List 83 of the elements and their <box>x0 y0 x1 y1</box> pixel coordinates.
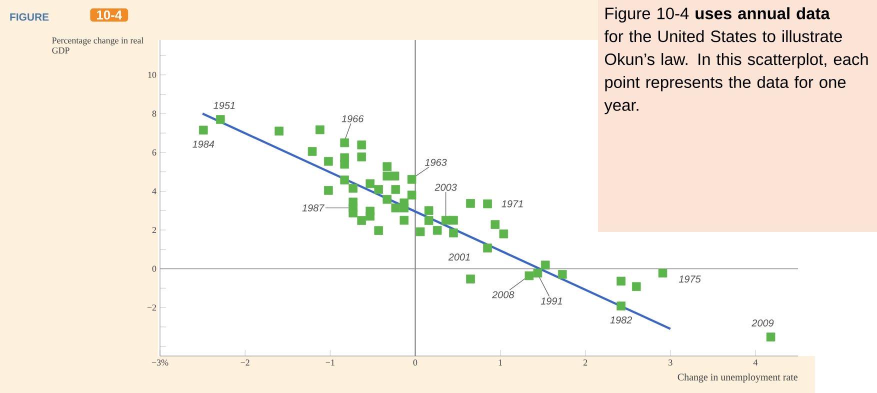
annotation: 1971 <box>502 200 523 208</box>
point <box>766 332 776 342</box>
x-axis-title: Change in unemployment rate <box>678 373 798 383</box>
point <box>407 190 416 200</box>
point <box>533 268 542 278</box>
point <box>524 271 534 280</box>
point <box>390 172 400 180</box>
point <box>324 186 333 195</box>
annotation: 1987 <box>302 204 324 212</box>
y-tick-label: 8 <box>152 110 156 117</box>
x-tick-label: −2 <box>240 360 250 366</box>
point <box>466 199 475 208</box>
point <box>432 226 442 235</box>
point <box>340 138 349 148</box>
point <box>382 194 392 204</box>
point <box>400 216 409 225</box>
y-tick-label: 6 <box>152 149 156 156</box>
y-tick-label: 10 <box>148 72 156 78</box>
annotation: 1991 <box>540 298 562 305</box>
x-tick-label: 4 <box>753 360 758 366</box>
annotation: 1975 <box>678 276 701 283</box>
text: FIGURE <box>10 13 49 21</box>
point <box>308 147 317 156</box>
y-tick-label: 2 <box>152 227 156 233</box>
annotation: 2009 <box>752 319 774 327</box>
x-tick-label: 3 <box>668 360 672 366</box>
annotation: 1963 <box>424 158 447 166</box>
annotation: 1982 <box>610 316 632 324</box>
annotation: Figure 10-4 uses annual data for the United States to illustrate Okun’s law. In this scatterplot, each point represents the data for one year. <box>604 7 868 114</box>
point <box>274 126 284 136</box>
point <box>198 126 208 135</box>
point <box>540 260 550 270</box>
point <box>216 115 225 124</box>
point <box>449 216 458 225</box>
point <box>483 244 492 252</box>
x-tick-label: −3% <box>152 360 168 366</box>
point <box>616 276 626 286</box>
point <box>340 160 349 169</box>
annotation: 1951 <box>214 102 235 110</box>
y-axis-title: Percentage change in real GDP <box>52 37 144 54</box>
annotation: 2001 <box>448 253 470 261</box>
annotation: 2008 <box>492 291 514 298</box>
point <box>616 302 626 310</box>
point <box>348 208 358 218</box>
point <box>424 216 434 225</box>
point <box>340 176 349 184</box>
point <box>366 179 375 188</box>
point <box>400 203 409 212</box>
point <box>382 172 392 180</box>
point <box>348 184 358 193</box>
x-tick-label: −1 <box>326 360 334 366</box>
annotation: 1984 <box>192 140 214 148</box>
point <box>391 185 400 194</box>
point <box>424 206 434 215</box>
x-tick-label: 2 <box>583 360 588 366</box>
x-tick-label: 1 <box>498 360 502 366</box>
point <box>366 212 375 221</box>
annotation: 1966 <box>342 115 364 122</box>
point <box>449 228 458 238</box>
point <box>391 203 400 212</box>
point <box>316 125 324 134</box>
y-tick-label: −2 <box>147 304 156 310</box>
point <box>558 270 567 279</box>
point <box>374 226 384 235</box>
point <box>357 216 366 225</box>
point <box>374 185 384 194</box>
point <box>466 274 475 284</box>
point <box>483 199 492 208</box>
x-tick-label: 0 <box>413 360 418 366</box>
y-tick-label: 4 <box>152 188 156 194</box>
point <box>499 229 508 238</box>
point <box>632 282 641 291</box>
chart-subtitle: 10-4 <box>97 10 122 20</box>
point <box>357 140 366 150</box>
point <box>382 162 392 171</box>
point <box>407 174 416 184</box>
y-tick-label: 0 <box>152 266 156 272</box>
point <box>416 227 425 236</box>
point <box>490 220 500 229</box>
point <box>357 152 366 162</box>
point <box>324 156 333 166</box>
point <box>658 268 668 278</box>
annotation: 2003 <box>434 184 457 191</box>
